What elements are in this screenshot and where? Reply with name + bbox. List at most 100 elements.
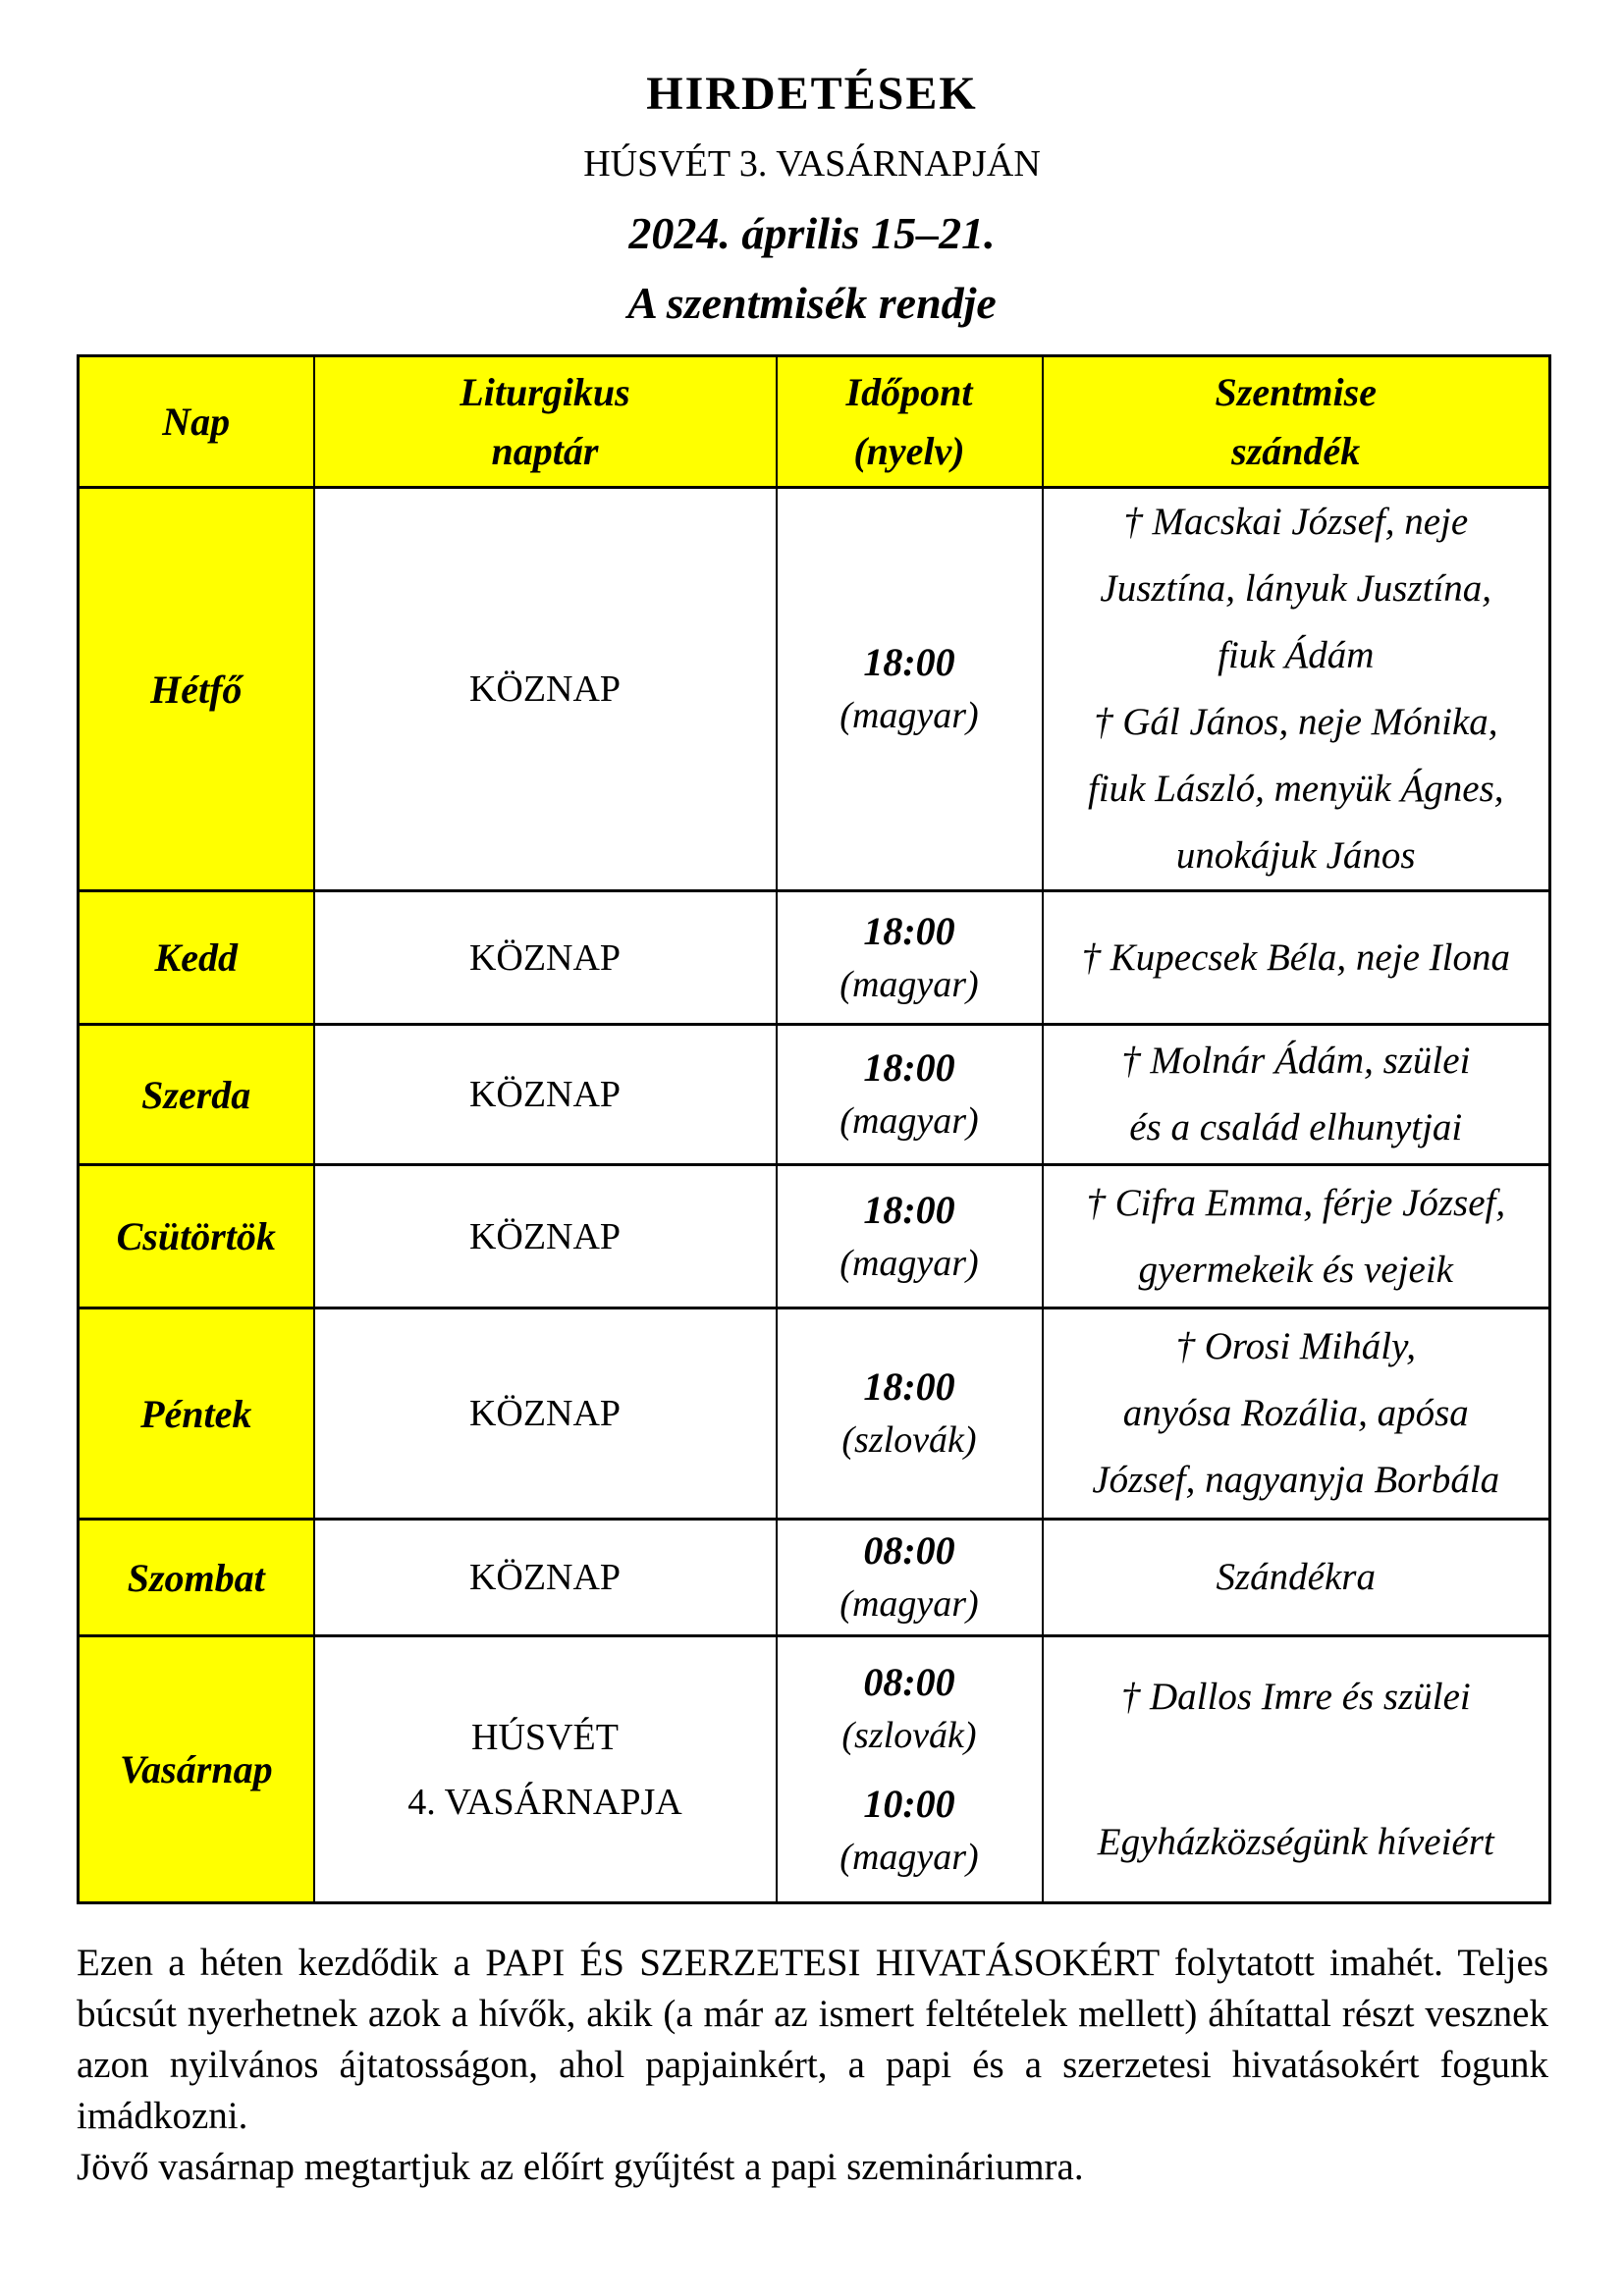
- intention-line: József, nagyanyja Borbála: [1092, 1459, 1500, 1501]
- time-cell: 18:00 (magyar): [775, 889, 1044, 1026]
- intention-cell: † Kupecsek Béla, neje Ilona: [1041, 889, 1551, 1026]
- time-cell: 08:00 (szlovák) 10:00 (magyar): [775, 1634, 1044, 1904]
- page-subtitle: HÚSVÉT 3. VASÁRNAPJÁN: [583, 143, 1041, 185]
- intention-cell: Szándékra: [1041, 1518, 1551, 1637]
- table-row-sunday: Vasárnap HÚSVÉT 4. VASÁRNAPJA 08:00 (szl…: [77, 1634, 1551, 1904]
- time-group: 08:00 (szlovák): [784, 1656, 1036, 1762]
- table-row-monday: Hétfő KÖZNAP 18:00 (magyar) † Macskai Jó…: [77, 486, 1551, 892]
- table-row-thursday: Csütörtök KÖZNAP 18:00 (magyar) † Cifra …: [77, 1163, 1551, 1309]
- time-value: 18:00: [863, 1364, 955, 1409]
- time-cell: 18:00 (magyar): [775, 1163, 1044, 1309]
- table-header-row: Nap Liturgikus naptár Időpont (nyelv) Sz…: [77, 354, 1551, 489]
- intention-cell: † Dallos Imre és szülei Egyházközségünk …: [1041, 1634, 1551, 1904]
- table-row-tuesday: Kedd KÖZNAP 18:00 (magyar) † Kupecsek Bé…: [77, 889, 1551, 1026]
- column-header-intention-line: szándék: [1231, 428, 1361, 473]
- note-paragraph: Jövő vasárnap megtartjuk az előírt gyűjt…: [77, 2146, 1084, 2188]
- calendar-cell: HÚSVÉT 4. VASÁRNAPJA: [312, 1634, 778, 1904]
- calendar-cell: KÖZNAP: [312, 486, 778, 892]
- time-group: 18:00 (magyar): [784, 905, 1036, 1011]
- column-header-intention: Szentmise szándék: [1041, 354, 1551, 489]
- mass-schedule-table: Nap Liturgikus naptár Időpont (nyelv) Sz…: [77, 354, 1551, 1904]
- intention-line: † Molnár Ádám, szülei: [1121, 1040, 1471, 1082]
- intention-cell: † Cifra Emma, férje József, gyermekeik é…: [1041, 1163, 1551, 1309]
- calendar-cell: KÖZNAP: [312, 889, 778, 1026]
- announcement-notes: Ezen a héten kezdődik a PAPI ÉS SZERZETE…: [77, 1938, 1548, 2193]
- intention-line: Jusztína, lányuk Jusztína,: [1100, 567, 1492, 610]
- time-group: 08:00 (magyar): [784, 1524, 1036, 1630]
- column-header-calendar-line: naptár: [491, 428, 599, 473]
- intention-cell: † Orosi Mihály, anyósa Rozália, apósa Jó…: [1041, 1307, 1551, 1521]
- calendar-line: HÚSVÉT: [471, 1716, 619, 1758]
- table-row-friday: Péntek KÖZNAP 18:00 (szlovák) † Orosi Mi…: [77, 1307, 1551, 1521]
- calendar-cell: KÖZNAP: [312, 1023, 778, 1166]
- column-header-intention-line: Szentmise: [1215, 369, 1377, 414]
- table-row-wednesday: Szerda KÖZNAP 18:00 (magyar) † Molnár Ád…: [77, 1023, 1551, 1166]
- intention-cell: † Macskai József, neje Jusztína, lányuk …: [1041, 486, 1551, 892]
- time-group: 18:00 (magyar): [784, 1184, 1036, 1290]
- note-paragraph: Ezen a héten kezdődik a PAPI ÉS SZERZETE…: [77, 1942, 1548, 2137]
- column-header-time-line: Időpont: [845, 369, 973, 414]
- day-cell: Hétfő: [77, 486, 315, 892]
- language-label: (magyar): [839, 963, 979, 1005]
- day-cell: Péntek: [77, 1307, 315, 1521]
- language-label: (szlovák): [841, 1714, 977, 1756]
- day-cell: Vasárnap: [77, 1634, 315, 1904]
- calendar-line: 4. VASÁRNAPJA: [407, 1781, 682, 1823]
- language-label: (magyar): [839, 695, 979, 736]
- column-header-time: Időpont (nyelv): [775, 354, 1044, 489]
- time-value: 18:00: [863, 908, 955, 953]
- calendar-cell: KÖZNAP: [312, 1163, 778, 1309]
- intention-line: † Macskai József, neje: [1123, 501, 1469, 543]
- time-value: 18:00: [863, 1187, 955, 1232]
- intention-line: † Orosi Mihály,: [1175, 1325, 1416, 1367]
- intention-line: † Gál János, neje Mónika,: [1093, 701, 1498, 743]
- language-label: (magyar): [839, 1242, 979, 1284]
- page-header: HIRDETÉSEK HÚSVÉT 3. VASÁRNAPJÁN 2024. á…: [0, 0, 1624, 329]
- calendar-cell: KÖZNAP: [312, 1518, 778, 1637]
- intention-line: † Cifra Emma, férje József,: [1086, 1181, 1506, 1224]
- time-cell: 18:00 (szlovák): [775, 1307, 1044, 1521]
- intention-line: Egyházközségünk híveiért: [1097, 1820, 1494, 1863]
- time-group: 18:00 (magyar): [784, 1041, 1036, 1148]
- calendar-cell: KÖZNAP: [312, 1307, 778, 1521]
- column-header-day: Nap: [77, 354, 315, 489]
- date-range: 2024. április 15–21.: [628, 208, 996, 258]
- intention-line: gyermekeik és vejeik: [1138, 1248, 1453, 1291]
- column-header-calendar: Liturgikus naptár: [312, 354, 778, 489]
- day-cell: Kedd: [77, 889, 315, 1026]
- intention-line: † Kupecsek Béla, neje Ilona: [1081, 935, 1510, 979]
- time-value: 08:00: [863, 1659, 955, 1704]
- language-label: (szlovák): [841, 1419, 977, 1461]
- language-label: (magyar): [839, 1583, 979, 1625]
- intention-line: és a család elhunytjai: [1129, 1106, 1463, 1148]
- table-row-saturday: Szombat KÖZNAP 08:00 (magyar) Szándékra: [77, 1518, 1551, 1637]
- time-cell: 08:00 (magyar): [775, 1518, 1044, 1637]
- time-group: 10:00 (magyar): [784, 1778, 1036, 1884]
- section-title: A szentmisék rendje: [627, 278, 997, 328]
- time-value: 10:00: [863, 1781, 955, 1826]
- language-label: (magyar): [839, 1100, 979, 1142]
- column-header-time-line: (nyelv): [853, 428, 965, 473]
- intention-line: fiuk László, menyük Ágnes,: [1087, 768, 1504, 810]
- day-cell: Szerda: [77, 1023, 315, 1166]
- intention-line: fiuk Ádám: [1218, 634, 1375, 676]
- time-value: 18:00: [863, 1045, 955, 1090]
- intention-cell: † Molnár Ádám, szülei és a család elhuny…: [1041, 1023, 1551, 1166]
- time-group: 18:00 (szlovák): [784, 1361, 1036, 1467]
- intention-line: † Dallos Imre és szülei: [1120, 1675, 1471, 1718]
- intention-line: unokájuk János: [1175, 834, 1416, 877]
- page-title: HIRDETÉSEK: [646, 68, 978, 120]
- intention-line: Szándékra: [1216, 1556, 1376, 1598]
- time-cell: 18:00 (magyar): [775, 486, 1044, 892]
- time-value: 18:00: [863, 640, 955, 684]
- language-label: (magyar): [839, 1836, 979, 1878]
- table-header: Nap Liturgikus naptár Időpont (nyelv) Sz…: [77, 354, 1551, 489]
- time-group: 18:00 (magyar): [784, 636, 1036, 742]
- intention-line: anyósa Rozália, apósa: [1122, 1392, 1469, 1434]
- day-cell: Csütörtök: [77, 1163, 315, 1309]
- column-header-calendar-line: Liturgikus: [460, 369, 630, 414]
- time-value: 08:00: [863, 1528, 955, 1573]
- time-cell: 18:00 (magyar): [775, 1023, 1044, 1166]
- day-cell: Szombat: [77, 1518, 315, 1637]
